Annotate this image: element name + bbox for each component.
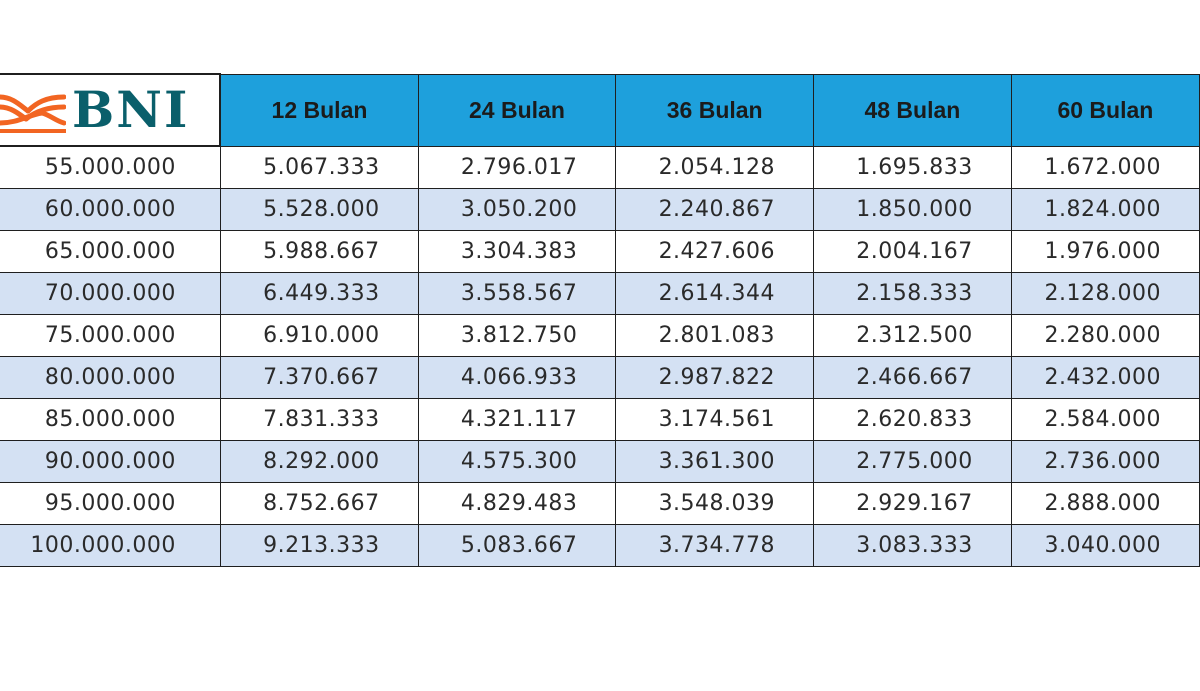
bni-logo-text: BNI (72, 80, 190, 139)
installment-cell: 2.004.167 (813, 230, 1012, 273)
installment-cell: 9.213.333 (219, 524, 419, 567)
installment-cell: 2.432.000 (1010, 356, 1200, 399)
header-60-bulan: 60 Bulan (1010, 73, 1200, 147)
table-row: 70.000.000 6.449.333 3.558.567 2.614.344 2.1… (0, 272, 1200, 315)
table-row: 55.000.000 5.067.333 2.796.017 2.054.128 1.6… (0, 145, 1200, 189)
header-36-bulan: 36 Bulan (615, 73, 815, 147)
installment-cell: 5.083.667 (417, 524, 617, 567)
installment-cell: 7.831.333 (219, 398, 419, 441)
installment-cell: 1.824.000 (1010, 188, 1200, 231)
installment-cell: 2.466.667 (813, 356, 1012, 399)
installment-cell: 2.801.083 (615, 314, 815, 357)
table-row: 100.000.000 9.213.333 5.083.667 3.734.778 3.… (0, 524, 1200, 567)
loan-amount-cell: 80.000.000 (0, 356, 221, 399)
installment-cell: 3.558.567 (417, 272, 617, 315)
installment-cell: 3.040.000 (1010, 524, 1200, 567)
installment-cell: 2.427.606 (615, 230, 815, 273)
installment-cell: 4.575.300 (417, 440, 617, 483)
installment-cell: 6.910.000 (219, 314, 419, 357)
table-row: 90.000.000 8.292.000 4.575.300 3.361.300 2.7… (0, 440, 1200, 483)
installment-cell: 2.620.833 (813, 398, 1012, 441)
table-row: 60.000.000 5.528.000 3.050.200 2.240.867 1.8… (0, 188, 1200, 231)
installment-cell: 2.584.000 (1010, 398, 1200, 441)
loan-amount-cell: 85.000.000 (0, 398, 221, 441)
installment-cell: 1.672.000 (1010, 145, 1200, 189)
installment-cell: 2.775.000 (813, 440, 1012, 483)
installment-cell: 2.929.167 (813, 482, 1012, 525)
loan-amount-cell: 100.000.000 (0, 524, 221, 567)
installment-cell: 3.548.039 (615, 482, 815, 525)
installment-cell: 3.361.300 (615, 440, 815, 483)
installment-cell: 2.280.000 (1010, 314, 1200, 357)
installment-cell: 8.752.667 (219, 482, 419, 525)
installment-cell: 7.370.667 (219, 356, 419, 399)
loan-amount-cell: 65.000.000 (0, 230, 221, 273)
installment-cell: 6.449.333 (219, 272, 419, 315)
installment-cell: 2.128.000 (1010, 272, 1200, 315)
header-24-bulan: 24 Bulan (417, 73, 617, 147)
bni-logo: BNI (0, 76, 219, 144)
installment-cell: 1.976.000 (1010, 230, 1200, 273)
table-row: 75.000.000 6.910.000 3.812.750 2.801.083 2.3… (0, 314, 1200, 357)
installment-cell: 3.734.778 (615, 524, 815, 567)
loan-table-container: BNI 12 Bulan 24 Bulan 36 Bulan 48 Bulan … (0, 73, 1200, 567)
table-row: 65.000.000 5.988.667 3.304.383 2.427.606 2.0… (0, 230, 1200, 273)
installment-cell: 2.987.822 (615, 356, 815, 399)
installment-cell: 2.240.867 (615, 188, 815, 231)
table-body: 55.000.000 5.067.333 2.796.017 2.054.128 1.6… (0, 145, 1200, 567)
loan-amount-cell: 60.000.000 (0, 188, 221, 231)
header-48-bulan: 48 Bulan (813, 73, 1012, 147)
installment-cell: 2.614.344 (615, 272, 815, 315)
installment-cell: 2.312.500 (813, 314, 1012, 357)
installment-cell: 3.050.200 (417, 188, 617, 231)
installment-cell: 3.812.750 (417, 314, 617, 357)
installment-cell: 4.829.483 (417, 482, 617, 525)
installment-cell: 3.083.333 (813, 524, 1012, 567)
loan-amount-cell: 75.000.000 (0, 314, 221, 357)
loan-amount-cell: 95.000.000 (0, 482, 221, 525)
loan-amount-cell: 70.000.000 (0, 272, 221, 315)
loan-installment-table: BNI 12 Bulan 24 Bulan 36 Bulan 48 Bulan … (0, 73, 1200, 567)
installment-cell: 4.066.933 (417, 356, 617, 399)
logo-cell: BNI (0, 73, 222, 147)
table-row: 85.000.000 7.831.333 4.321.117 3.174.561 2.6… (0, 398, 1200, 441)
table-row: 95.000.000 8.752.667 4.829.483 3.548.039 2.9… (0, 482, 1200, 525)
installment-cell: 8.292.000 (219, 440, 419, 483)
installment-cell: 1.850.000 (813, 188, 1012, 231)
installment-cell: 4.321.117 (417, 398, 617, 441)
installment-cell: 5.528.000 (219, 188, 419, 231)
bni-wave-logo-icon (0, 94, 66, 133)
header-12-bulan: 12 Bulan (219, 73, 419, 147)
installment-cell: 3.304.383 (417, 230, 617, 273)
installment-cell: 2.796.017 (417, 145, 617, 189)
table-row: 80.000.000 7.370.667 4.066.933 2.987.822 2.4… (0, 356, 1200, 399)
header-row: BNI 12 Bulan 24 Bulan 36 Bulan 48 Bulan … (0, 73, 1200, 147)
installment-cell: 2.736.000 (1010, 440, 1200, 483)
installment-cell: 1.695.833 (813, 145, 1012, 189)
loan-amount-cell: 55.000.000 (0, 145, 221, 189)
loan-amount-cell: 90.000.000 (0, 440, 221, 483)
installment-cell: 5.067.333 (219, 145, 419, 189)
installment-cell: 2.158.333 (813, 272, 1012, 315)
installment-cell: 3.174.561 (615, 398, 815, 441)
installment-cell: 2.888.000 (1010, 482, 1200, 525)
installment-cell: 2.054.128 (615, 145, 815, 189)
installment-cell: 5.988.667 (219, 230, 419, 273)
